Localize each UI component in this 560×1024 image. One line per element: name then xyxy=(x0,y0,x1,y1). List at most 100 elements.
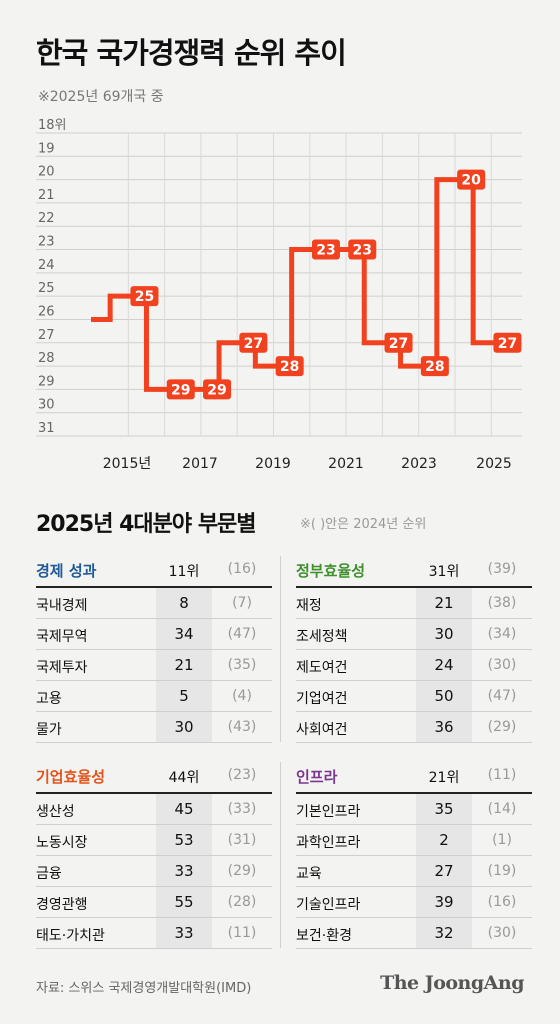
rank-step-line xyxy=(91,177,510,392)
row-name: 국내경제 xyxy=(36,598,88,614)
data-label: 29 xyxy=(171,382,190,398)
row-rank: 21 xyxy=(416,588,472,618)
row-prev-rank: (38) xyxy=(487,595,517,611)
row-prev-rank: (14) xyxy=(487,801,517,817)
row-prev-rank: (47) xyxy=(227,626,257,642)
row-rank: 30 xyxy=(156,712,212,742)
row-name: 고용 xyxy=(36,691,62,707)
row-prev-rank: (7) xyxy=(232,595,252,611)
panel-name: 인프라 xyxy=(296,768,338,786)
row-prev-rank: (16) xyxy=(487,894,517,910)
row-prev-rank: (11) xyxy=(227,925,257,941)
data-label: 27 xyxy=(389,336,408,352)
sector-panel: 경제 성과 11위 (16) 국내경제 8 (7) 국제무역 34 (47) 국제투자 21 (35)… xyxy=(36,556,272,743)
panel-prev-rank: (11) xyxy=(487,767,517,783)
row-rank: 45 xyxy=(156,794,212,824)
row-rank: 32 xyxy=(416,918,472,948)
panel-rank: 11위 xyxy=(168,564,200,580)
table-row: 기본인프라 35 (14) xyxy=(296,794,532,825)
row-name: 기술인프라 xyxy=(296,897,361,913)
row-prev-rank: (29) xyxy=(227,863,257,879)
table-row: 물가 30 (43) xyxy=(36,712,272,743)
data-label: 23 xyxy=(353,243,372,259)
panel-header: 경제 성과 11위 (16) xyxy=(36,556,272,588)
panel-name: 정부효율성 xyxy=(296,562,366,580)
data-point-badge xyxy=(166,379,195,400)
row-prev-rank: (35) xyxy=(227,657,257,673)
panel-rank: 21위 xyxy=(428,770,460,786)
panel-prev-rank: (16) xyxy=(227,561,257,577)
table-row: 금융 33 (29) xyxy=(36,856,272,887)
y-tick-label: 28 xyxy=(38,351,55,366)
row-prev-rank: (28) xyxy=(227,894,257,910)
y-tick-label: 29 xyxy=(38,374,55,389)
sector-panel: 정부효율성 31위 (39) 재정 21 (38) 조세정책 30 (34) 제도여건 24 (30)… xyxy=(296,556,532,743)
data-point-badge xyxy=(239,332,268,353)
section-title: 2025년 4대분야 부문별 xyxy=(36,512,257,537)
y-tick-label: 23 xyxy=(38,235,55,250)
x-tick-label: 2015년 xyxy=(103,456,152,472)
data-point-badge xyxy=(384,332,413,353)
data-point-badge xyxy=(203,379,232,400)
data-point-badge xyxy=(311,239,340,260)
row-name: 국제투자 xyxy=(36,660,88,676)
data-label: 20 xyxy=(461,173,481,189)
row-rank: 27 xyxy=(416,856,472,886)
data-point-badge xyxy=(457,169,486,190)
row-prev-rank: (47) xyxy=(487,688,517,704)
data-label: 28 xyxy=(425,359,444,375)
row-rank: 8 xyxy=(156,588,212,618)
row-name: 제도여건 xyxy=(296,660,348,676)
section-note: ※( )안은 2024년 순위 xyxy=(300,517,427,532)
data-point-badge xyxy=(493,332,522,353)
row-name: 사회여건 xyxy=(296,722,348,738)
table-row: 경영관행 55 (28) xyxy=(36,887,272,918)
table-row: 보건·환경 32 (30) xyxy=(296,918,532,949)
row-rank: 36 xyxy=(416,712,472,742)
row-name: 보건·환경 xyxy=(296,928,352,944)
row-rank: 24 xyxy=(416,650,472,680)
panel-header: 정부효율성 31위 (39) xyxy=(296,556,532,588)
panel-rank: 31위 xyxy=(428,564,460,580)
row-prev-rank: (34) xyxy=(487,626,517,642)
table-row: 국제투자 21 (35) xyxy=(36,650,272,681)
row-prev-rank: (4) xyxy=(232,688,252,704)
row-rank: 33 xyxy=(156,856,212,886)
y-tick-label: 30 xyxy=(38,398,55,413)
panel-prev-rank: (39) xyxy=(487,561,517,577)
y-tick-label: 31 xyxy=(38,421,55,436)
y-tick-label: 20 xyxy=(38,165,55,180)
row-name: 재정 xyxy=(296,598,322,614)
row-rank: 33 xyxy=(156,918,212,948)
row-prev-rank: (29) xyxy=(487,719,517,735)
table-row: 조세정책 30 (34) xyxy=(296,619,532,650)
row-prev-rank: (33) xyxy=(227,801,257,817)
y-tick-label: 27 xyxy=(38,328,55,343)
data-point-badge xyxy=(348,239,377,260)
table-row: 과학인프라 2 (1) xyxy=(296,825,532,856)
x-tick-label: 2023 xyxy=(401,456,437,472)
row-prev-rank: (31) xyxy=(227,832,257,848)
panel-name: 경제 성과 xyxy=(36,562,97,580)
row-rank: 55 xyxy=(156,887,212,917)
row-prev-rank: (43) xyxy=(227,719,257,735)
table-row: 국내경제 8 (7) xyxy=(36,588,272,619)
sector-panel: 기업효율성 44위 (23) 생산성 45 (33) 노동시장 53 (31) 금융 33 (29) 경… xyxy=(36,762,272,949)
chart-subtitle: ※2025년 69개국 중 xyxy=(38,89,164,105)
row-rank: 30 xyxy=(416,619,472,649)
row-rank: 50 xyxy=(416,681,472,711)
y-tick-label: 25 xyxy=(38,281,55,296)
table-row: 태도·가치관 33 (11) xyxy=(36,918,272,949)
table-row: 생산성 45 (33) xyxy=(36,794,272,825)
table-row: 기술인프라 39 (16) xyxy=(296,887,532,918)
table-row: 사회여건 36 (29) xyxy=(296,712,532,743)
panel-header: 기업효율성 44위 (23) xyxy=(36,762,272,794)
row-name: 물가 xyxy=(36,722,62,738)
table-row: 고용 5 (4) xyxy=(36,681,272,712)
x-tick-label: 2019 xyxy=(255,456,291,472)
data-label: 23 xyxy=(316,243,335,259)
publisher-logo: The JoongAng xyxy=(380,972,524,994)
row-rank: 34 xyxy=(156,619,212,649)
panel-prev-rank: (23) xyxy=(227,767,257,783)
row-name: 국제무역 xyxy=(36,629,88,645)
